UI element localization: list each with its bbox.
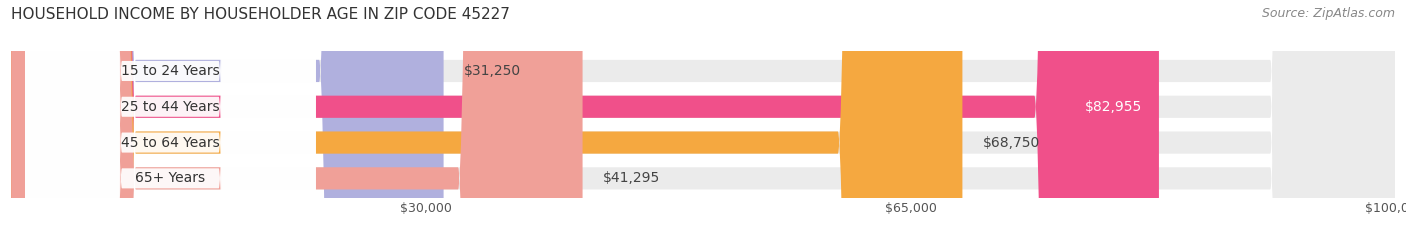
Text: $82,955: $82,955 <box>1085 100 1142 114</box>
Text: Source: ZipAtlas.com: Source: ZipAtlas.com <box>1261 7 1395 20</box>
FancyBboxPatch shape <box>11 0 1159 233</box>
FancyBboxPatch shape <box>11 0 444 233</box>
Text: $31,250: $31,250 <box>464 64 522 78</box>
FancyBboxPatch shape <box>25 0 315 233</box>
FancyBboxPatch shape <box>11 0 1395 233</box>
Text: HOUSEHOLD INCOME BY HOUSEHOLDER AGE IN ZIP CODE 45227: HOUSEHOLD INCOME BY HOUSEHOLDER AGE IN Z… <box>11 7 510 22</box>
FancyBboxPatch shape <box>25 0 315 233</box>
FancyBboxPatch shape <box>25 0 315 233</box>
FancyBboxPatch shape <box>25 0 315 233</box>
FancyBboxPatch shape <box>11 0 582 233</box>
Text: 25 to 44 Years: 25 to 44 Years <box>121 100 219 114</box>
FancyBboxPatch shape <box>11 0 1395 233</box>
FancyBboxPatch shape <box>11 0 963 233</box>
Text: 45 to 64 Years: 45 to 64 Years <box>121 136 219 150</box>
Text: $41,295: $41,295 <box>603 171 661 185</box>
Text: 65+ Years: 65+ Years <box>135 171 205 185</box>
Text: $68,750: $68,750 <box>983 136 1040 150</box>
FancyBboxPatch shape <box>11 0 1395 233</box>
FancyBboxPatch shape <box>11 0 1395 233</box>
Text: 15 to 24 Years: 15 to 24 Years <box>121 64 219 78</box>
